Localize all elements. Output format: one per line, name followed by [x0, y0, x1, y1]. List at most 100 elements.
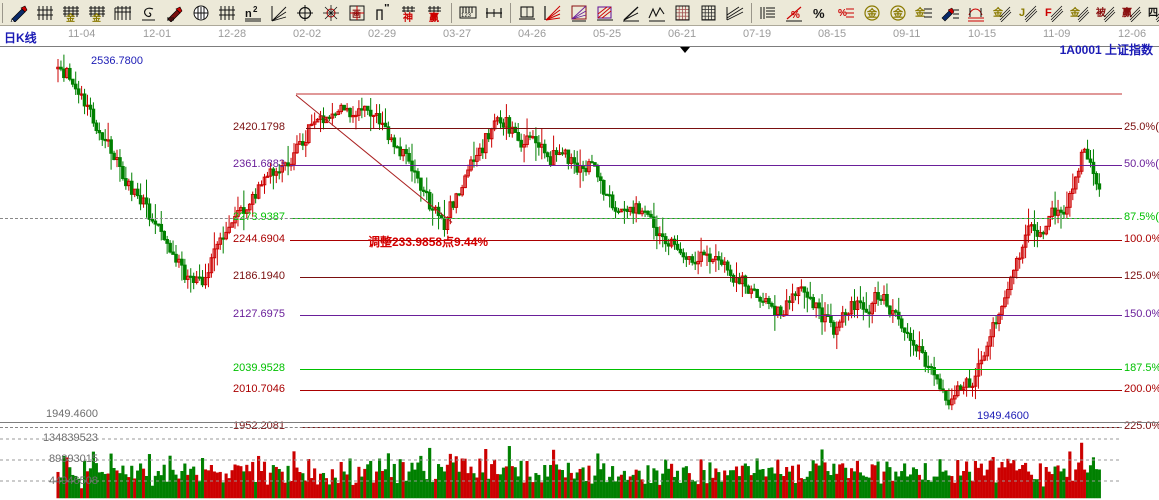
arc-red-icon[interactable] — [963, 1, 989, 25]
toolbar-separator — [751, 2, 752, 23]
pen-red-icon[interactable] — [162, 1, 188, 25]
percent-list-icon[interactable]: % — [833, 1, 859, 25]
zigzag-icon[interactable] — [644, 1, 670, 25]
gold-grid-1-icon[interactable]: 金 — [58, 1, 84, 25]
fib-percent-label: 200.0%(0) — [1124, 383, 1159, 395]
asterisk-icon[interactable] — [318, 1, 344, 25]
gold-bar-icon[interactable]: 金 — [911, 1, 937, 25]
fib-level-line — [300, 369, 1122, 370]
slope-lines-icon[interactable] — [722, 1, 748, 25]
svg-text:金: 金 — [914, 6, 926, 19]
fib-price-label: 2244.6904 — [233, 233, 285, 245]
f-slope-icon[interactable]: F — [1041, 1, 1067, 25]
svg-text:画: 画 — [352, 9, 361, 19]
angle-lines-icon[interactable] — [618, 1, 644, 25]
box-target-icon[interactable]: 画 — [344, 1, 370, 25]
svg-text:赢: 赢 — [429, 11, 439, 22]
fib-price-label: 2420.1798 — [233, 121, 285, 133]
svg-text:F: F — [1045, 7, 1052, 19]
crosshair-icon[interactable] — [292, 1, 318, 25]
date-tick-label: 06-21 — [668, 28, 697, 40]
gold-circle-2-icon[interactable]: 金 — [885, 1, 911, 25]
svg-text:%: % — [838, 8, 847, 19]
pen-gold-icon[interactable] — [937, 1, 963, 25]
percent-strike-icon[interactable]: % — [781, 1, 807, 25]
red-fan-icon[interactable] — [540, 1, 566, 25]
volume-scale-label: 44946508 — [49, 475, 98, 487]
svg-text:金: 金 — [992, 6, 1004, 19]
step-quote-icon[interactable]: " — [370, 1, 396, 25]
adjust-label: 调整233.9858点9.44% — [368, 235, 489, 249]
date-tick-label: 09-11 — [893, 28, 921, 40]
fib-price-label: 2186.1940 — [233, 270, 285, 282]
date-tick-label: 08-15 — [818, 28, 847, 40]
drawing-tools-toolbar[interactable]: 金金 n 2 画 " 神赢 123%%% 金金金金 J F 金被赢四 — [0, 0, 1159, 26]
reference-dashed-line — [0, 427, 1122, 428]
svg-text:赢: 赢 — [1122, 6, 1132, 19]
date-tick-label: 03-27 — [443, 28, 472, 40]
symbol-label: 1A0001 上证指数 — [1059, 43, 1153, 57]
date-tick-label: 05-25 — [593, 28, 622, 40]
j-slope-icon[interactable]: J — [1015, 1, 1041, 25]
measure-span-icon[interactable] — [481, 1, 507, 25]
percent-grid-icon[interactable] — [110, 1, 136, 25]
svg-text:四: 四 — [1148, 7, 1158, 19]
ying-icon[interactable]: 赢 — [422, 1, 448, 25]
fib-level-line — [300, 277, 1122, 278]
date-tick-label: 02-29 — [368, 28, 397, 40]
spiral-icon[interactable] — [136, 1, 162, 25]
grid-red-icon[interactable] — [670, 1, 696, 25]
svg-text:2: 2 — [253, 5, 258, 14]
fib-price-label: 2273.9387 — [233, 211, 285, 223]
date-tick-label: 02-02 — [293, 28, 322, 40]
gold-grid-2-icon[interactable]: 金 — [84, 1, 110, 25]
si-slope-icon[interactable]: 四 — [1145, 1, 1159, 25]
fib-level-line — [290, 240, 1122, 241]
blue-box-icon[interactable] — [592, 1, 618, 25]
svg-text:n: n — [245, 8, 252, 20]
toolbar-separator — [451, 2, 452, 23]
volume-series — [0, 438, 1122, 499]
date-tick-label: 07-19 — [743, 28, 772, 40]
percent-icon[interactable]: % — [807, 1, 833, 25]
date-tick-label: 10-15 — [968, 28, 997, 40]
svg-text:金: 金 — [1070, 6, 1081, 19]
fib-percent-label: 100.0%(0) — [1124, 233, 1159, 245]
pen-draw-icon[interactable] — [6, 1, 32, 25]
fib-percent-label: 25.0%(90) — [1124, 121, 1159, 133]
svg-text:金: 金 — [65, 12, 76, 22]
gold-circle-1-icon[interactable]: 金 — [859, 1, 885, 25]
date-tick-label: 11-04 — [68, 28, 96, 40]
price-chart-pane[interactable]: 2420.1798 25.0%(90) 2361.6883 50.0%(180) 227… — [0, 47, 1159, 432]
gold-slope2-icon[interactable]: 金 — [1067, 1, 1093, 25]
volume-chart-pane[interactable]: 134839523 89893015 44946508 — [0, 422, 1159, 499]
frame-icon[interactable] — [514, 1, 540, 25]
svg-text:J: J — [1019, 7, 1025, 19]
fib-percent-label: 50.0%(180) — [1124, 158, 1159, 170]
grid-lines-icon[interactable] — [32, 1, 58, 25]
date-axis: 11-04 12-01 12-28 02-02 02-29 03-27 04-26 05-25… — [0, 27, 1159, 47]
svg-text:金: 金 — [866, 7, 878, 20]
bei-slope-icon[interactable]: 被 — [1093, 1, 1119, 25]
gold-slope-icon[interactable]: 金 — [989, 1, 1015, 25]
fib-price-label: 2039.9528 — [233, 362, 285, 374]
svg-text:金: 金 — [91, 12, 102, 22]
date-tick-label: 12-01 — [143, 28, 172, 40]
ruler-numbers-icon[interactable]: 123 — [455, 1, 481, 25]
comb-lines-icon[interactable] — [214, 1, 240, 25]
grid-dark-icon[interactable] — [696, 1, 722, 25]
ying-slope-icon[interactable]: 赢 — [1119, 1, 1145, 25]
shen-icon[interactable]: 神 — [396, 1, 422, 25]
fib-level-line — [300, 390, 1122, 391]
date-tick-label: 11-09 — [1043, 28, 1071, 40]
fib-percent-label: 87.5%(315) — [1124, 211, 1159, 223]
fib-percent-label: 125.0%(90) — [1124, 270, 1159, 282]
cursor-position-marker — [680, 47, 690, 53]
toolbar-separator — [2, 2, 3, 23]
purple-box-fan-icon[interactable] — [566, 1, 592, 25]
circle-target-icon[interactable] — [188, 1, 214, 25]
volume-scale-label: 1949.4600 — [46, 408, 98, 420]
list-lines-icon[interactable] — [755, 1, 781, 25]
fan-lines-icon[interactable] — [266, 1, 292, 25]
